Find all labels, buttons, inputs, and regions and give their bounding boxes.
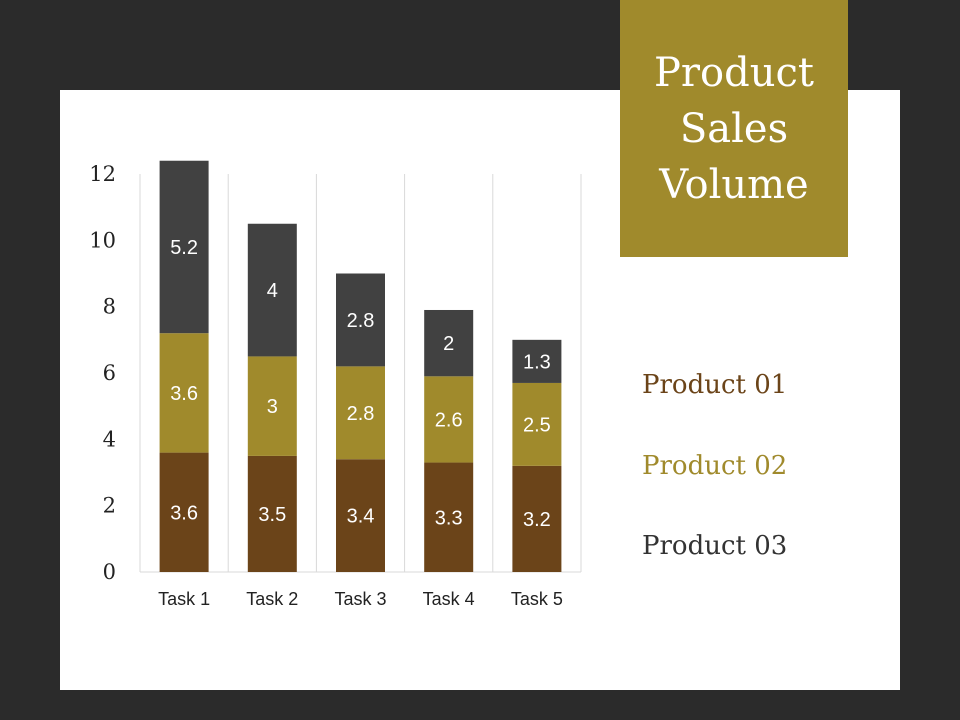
y-tick-label: 2 — [103, 494, 116, 518]
bar-segment — [424, 462, 474, 572]
bar-segment — [336, 273, 385, 367]
data-label: 2.5 — [523, 414, 551, 436]
bar-segment — [159, 160, 209, 334]
data-label: 2.8 — [347, 403, 375, 425]
bar-segment — [512, 465, 562, 572]
title-line-1: Product — [654, 49, 814, 96]
legend-item-product-02: Product 02 — [642, 451, 788, 481]
bar-segment — [159, 452, 209, 572]
data-label: 3.4 — [347, 506, 375, 528]
data-label: 4 — [267, 280, 278, 302]
bar-segment — [247, 223, 297, 357]
legend-item-product-01: Product 01 — [642, 370, 788, 400]
data-label: 2.6 — [435, 409, 463, 431]
data-label: 3.2 — [523, 509, 551, 531]
bar-segment — [159, 333, 209, 453]
y-tick-label: 4 — [103, 427, 116, 451]
data-label: 2 — [443, 333, 454, 355]
bar-segment — [247, 356, 297, 456]
y-tick-label: 8 — [103, 295, 116, 319]
data-label: 3.6 — [170, 502, 198, 524]
data-label: 3 — [267, 396, 278, 418]
x-tick-label: Task 4 — [423, 589, 475, 609]
title-box: Product Sales Volume — [620, 0, 848, 257]
x-tick-label: Task 5 — [511, 589, 563, 609]
data-label: 1.3 — [523, 351, 551, 373]
y-tick-label: 10 — [89, 228, 116, 252]
bar-segment — [336, 459, 385, 572]
legend-item-product-03: Product 03 — [642, 531, 788, 561]
y-tick-label: 6 — [103, 361, 116, 385]
title-line-3: Volume — [659, 161, 809, 208]
data-label: 5.2 — [170, 237, 198, 259]
bar-segment — [247, 455, 297, 572]
y-tick-label: 12 — [89, 162, 116, 186]
x-tick-label: Task 3 — [334, 589, 386, 609]
y-tick-label: 0 — [103, 560, 116, 584]
bar-segment — [424, 309, 474, 377]
bar-segment — [424, 376, 474, 463]
bar-segment — [512, 339, 562, 383]
data-label: 3.5 — [258, 504, 286, 526]
data-label: 2.8 — [347, 310, 375, 332]
bar-segment — [336, 366, 385, 460]
x-tick-label: Task 1 — [158, 589, 210, 609]
bar-segment — [512, 382, 562, 466]
data-label: 3.6 — [170, 383, 198, 405]
x-tick-label: Task 2 — [246, 589, 298, 609]
title-line-2: Sales — [679, 105, 789, 152]
data-label: 3.3 — [435, 507, 463, 529]
